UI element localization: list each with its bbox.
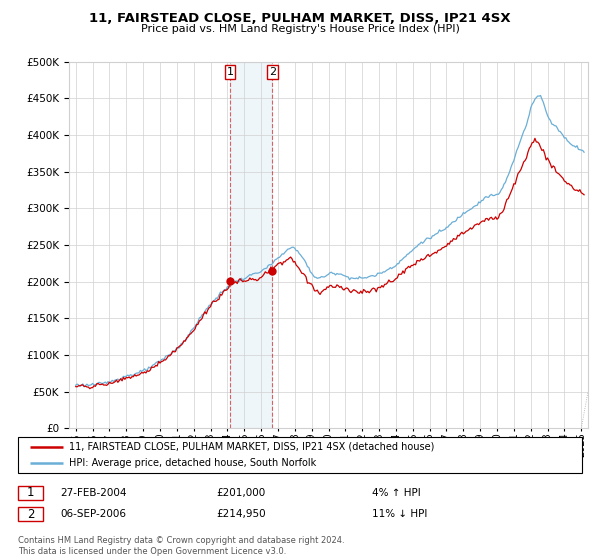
Text: 11% ↓ HPI: 11% ↓ HPI [372,509,427,519]
Text: 11, FAIRSTEAD CLOSE, PULHAM MARKET, DISS, IP21 4SX: 11, FAIRSTEAD CLOSE, PULHAM MARKET, DISS… [89,12,511,25]
Text: 27-FEB-2004: 27-FEB-2004 [60,488,127,498]
Text: 11, FAIRSTEAD CLOSE, PULHAM MARKET, DISS, IP21 4SX (detached house): 11, FAIRSTEAD CLOSE, PULHAM MARKET, DISS… [69,442,434,452]
Text: 2: 2 [269,67,276,77]
Text: 2: 2 [27,507,34,521]
Text: £201,000: £201,000 [216,488,265,498]
Text: 4% ↑ HPI: 4% ↑ HPI [372,488,421,498]
Text: Price paid vs. HM Land Registry's House Price Index (HPI): Price paid vs. HM Land Registry's House … [140,24,460,34]
Text: Contains HM Land Registry data © Crown copyright and database right 2024.
This d: Contains HM Land Registry data © Crown c… [18,536,344,556]
Text: 1: 1 [27,486,34,500]
Text: 06-SEP-2006: 06-SEP-2006 [60,509,126,519]
Bar [230,62,272,428]
Text: 1: 1 [227,67,234,77]
Text: HPI: Average price, detached house, South Norfolk: HPI: Average price, detached house, Sout… [69,458,316,468]
Text: £214,950: £214,950 [216,509,266,519]
